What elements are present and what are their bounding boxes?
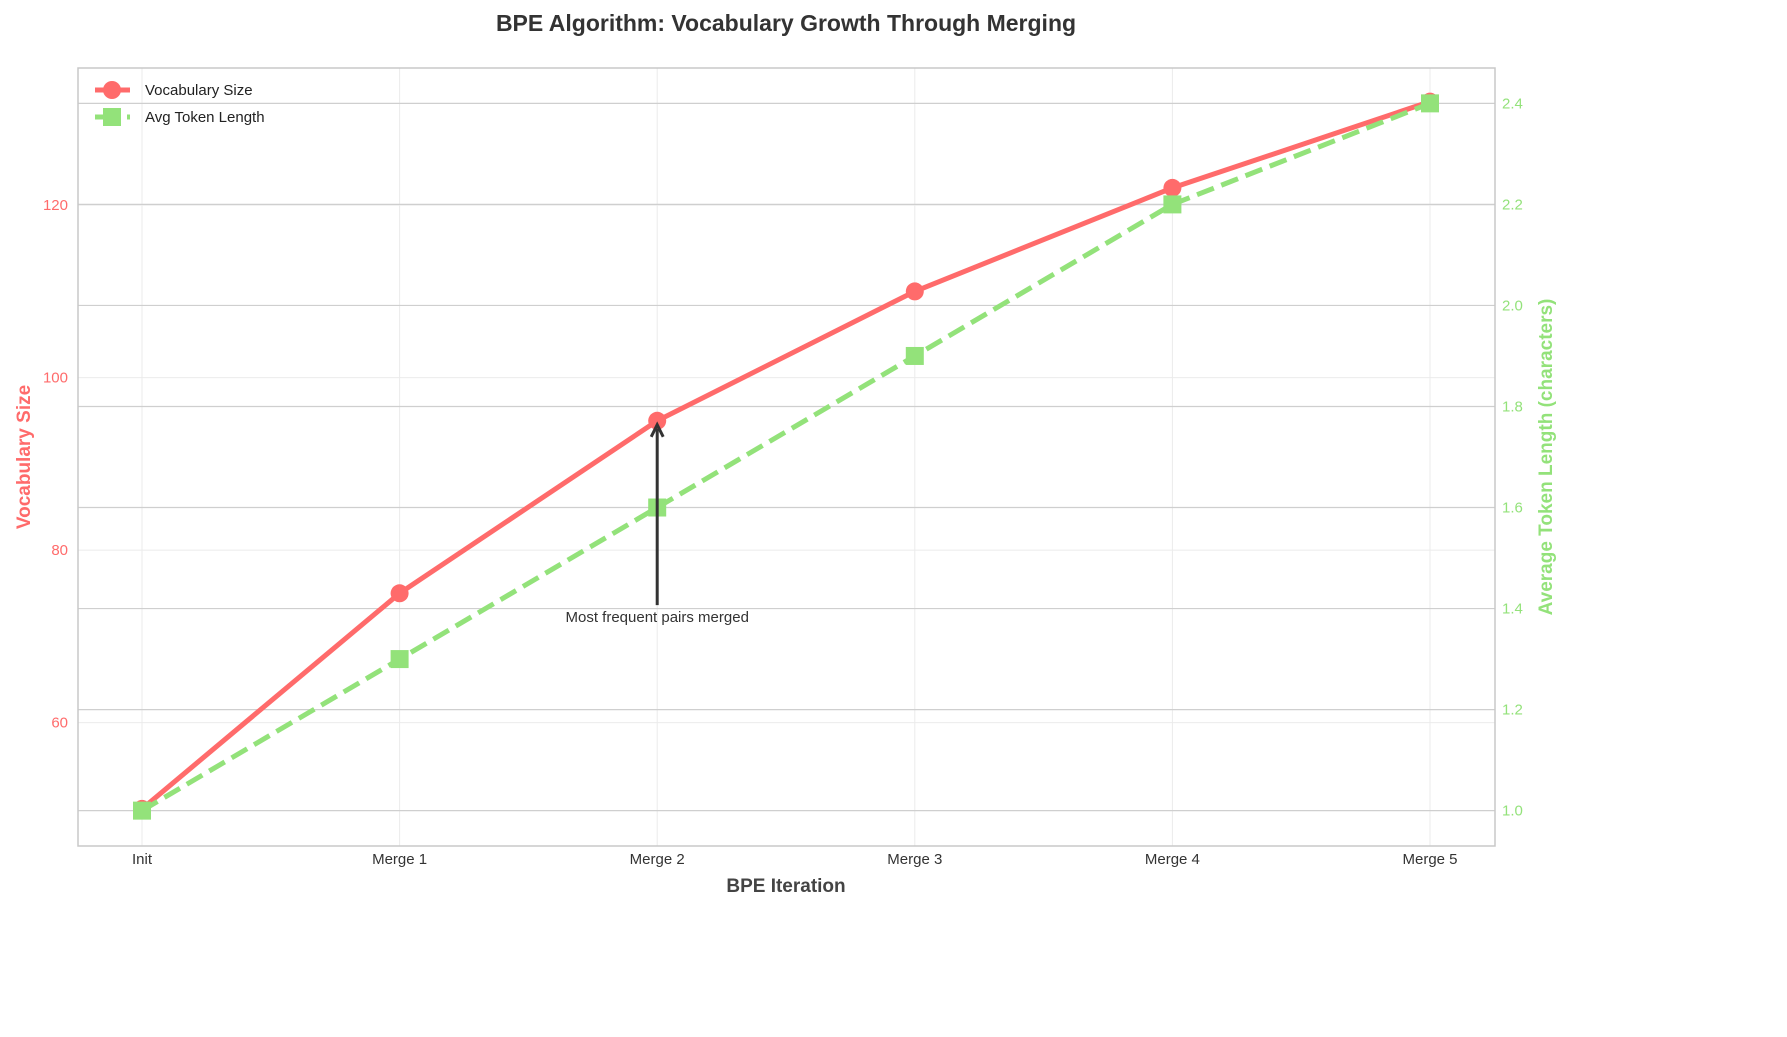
x-axis-label: BPE Iteration bbox=[726, 876, 845, 897]
y-tick-label-right: 2.4 bbox=[1502, 95, 1523, 112]
data-point-avg-length bbox=[390, 650, 409, 669]
data-point-avg-length bbox=[133, 801, 151, 820]
y-tick-label-right: 2.0 bbox=[1502, 297, 1523, 314]
data-point-avg-length bbox=[1421, 94, 1439, 113]
y-tick-label-right: 1.6 bbox=[1502, 500, 1523, 517]
y-tick-label-right: 1.2 bbox=[1502, 702, 1523, 719]
data-point-vocab bbox=[905, 282, 924, 301]
annotation-text: Most frequent pairs merged bbox=[565, 609, 748, 626]
y-tick-label-right: 1.0 bbox=[1502, 803, 1523, 820]
x-tick-label: Merge 2 bbox=[630, 851, 685, 868]
y-tick-label-right: 1.4 bbox=[1502, 601, 1523, 618]
data-point-avg-length bbox=[1163, 195, 1182, 214]
data-point-vocab bbox=[1163, 178, 1182, 197]
series-line-0 bbox=[140, 99, 1431, 811]
x-tick-label: Merge 5 bbox=[1402, 851, 1457, 868]
legend-label-0: Vocabulary Size bbox=[145, 82, 253, 99]
y-tick-label-right: 1.8 bbox=[1502, 398, 1523, 415]
y-tick-label-right: 2.2 bbox=[1502, 196, 1523, 213]
data-point-avg-length bbox=[905, 346, 924, 365]
x-tick-label: Init bbox=[132, 851, 153, 868]
y-tick-label-left: 100 bbox=[43, 370, 68, 387]
y-tick-label-left: 60 bbox=[51, 715, 68, 732]
x-tick-label: Merge 4 bbox=[1145, 851, 1200, 868]
legend-label-1: Avg Token Length bbox=[145, 109, 265, 126]
y-tick-label-left: 120 bbox=[43, 197, 68, 214]
y-axis-label-right: Average Token Length (characters) bbox=[1536, 299, 1557, 616]
chart-title: BPE Algorithm: Vocabulary Growth Through… bbox=[496, 10, 1076, 36]
legend-marker-circle bbox=[103, 81, 121, 99]
plot-frame bbox=[77, 67, 1496, 847]
x-tick-label: Merge 1 bbox=[372, 851, 427, 868]
data-point-vocab bbox=[390, 584, 409, 603]
data-point-vocab bbox=[648, 411, 667, 430]
y-axis-label-left: Vocabulary Size bbox=[14, 385, 35, 529]
series-line-1 bbox=[140, 101, 1431, 813]
y-tick-label-left: 80 bbox=[51, 542, 68, 559]
legend-marker-square bbox=[103, 108, 121, 126]
annotation-arrowhead bbox=[649, 421, 665, 438]
x-tick-label: Merge 3 bbox=[887, 851, 942, 868]
